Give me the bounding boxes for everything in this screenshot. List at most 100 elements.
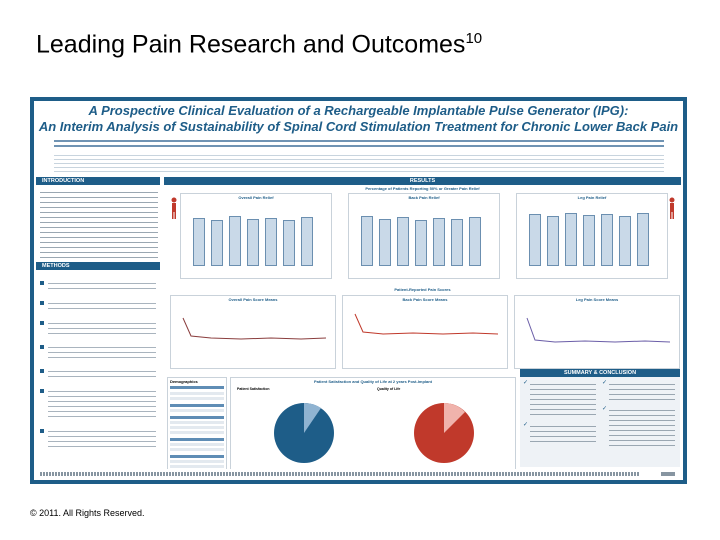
bar [469,217,481,266]
bullet-icon [40,301,44,305]
bar [565,213,577,266]
footer-id [661,472,675,476]
methods-item [48,427,156,447]
chart-back-score: Back Pain Score Means [342,295,508,369]
demographics-table: Demographics [167,377,227,475]
bullet-icon [40,321,44,325]
chart-bars [359,206,493,266]
methods-item [48,367,156,381]
bar [379,219,391,266]
demo-row [170,409,224,412]
bar [583,215,595,266]
copyright: © 2011. All Rights Reserved. [30,508,145,518]
summary-header: SUMMARY & CONCLUSION [520,369,680,377]
demo-row [170,392,224,395]
introduction-header: INTRODUCTION [36,177,160,185]
scores-heading: Patient-Reported Pain Scores [394,287,451,292]
bullet-icon [40,281,44,285]
bar [547,216,559,266]
chart-bars [527,206,661,266]
chart-back-score-title: Back Pain Score Means [402,297,448,302]
chart-back-title: Back Pain Relief [408,195,440,200]
satisfaction-panel: Patient Satisfaction and Quality of Life… [230,377,516,475]
poster-title-line2: An Interim Analysis of Sustainability of… [38,119,679,134]
bar [601,214,613,266]
demo-row [170,460,224,463]
poster-footer [34,469,683,480]
summary-item [530,380,596,418]
demo-row [170,431,224,434]
satisfaction-subtitle: Patient Satisfaction [237,387,270,391]
demo-row [170,448,224,451]
chart-overall-score: Overall Pain Score Means [170,295,336,369]
chart-overall-title: Overall Pain Relief [238,195,274,200]
bar [211,220,223,266]
summary-label: SUMMARY & CONCLUSION [563,370,637,376]
poster-authors [54,137,664,147]
person-icon [668,197,676,219]
methods-item [48,343,156,361]
chart-leg-title: Leg Pain Relief [577,195,607,200]
slide-title-superscript: 10 [465,30,483,47]
methods-item [48,387,156,421]
poster-frame: A Prospective Clinical Evaluation of a R… [30,97,687,484]
bar [193,218,205,266]
chart-bars [191,206,325,266]
bar [247,219,259,266]
chart-overall-pain-relief: Overall Pain Relief [180,193,332,279]
results-label: RESULTS [409,178,436,184]
methods-header: METHODS [36,262,160,270]
score-line-chart [354,313,499,335]
summary-box: ✓ ✓ ✓ ✓ [520,377,680,467]
score-line-chart [526,317,671,343]
poster-title-line1: A Prospective Clinical Evaluation of a R… [88,103,629,118]
bar [433,218,445,266]
bar [397,217,409,266]
bar [229,216,241,266]
bullet-icon [40,345,44,349]
checkmark-icon: ✓ [523,380,529,386]
bar [415,220,427,266]
results-caption [184,279,664,283]
poster-affiliations [54,152,664,172]
satisfaction-heading: Patient Satisfaction and Quality of Life… [313,379,433,384]
satisfaction-pie-chart [274,402,334,463]
bar [301,217,313,266]
score-line-chart [182,317,327,340]
demo-row [170,386,224,389]
slide-title-text: Leading Pain Research and Outcomes [36,30,466,59]
chart-overall-score-title: Overall Pain Score Means [228,297,278,302]
satisfaction-subtitle-qol: Quality of Life [377,387,401,391]
bullet-icon [40,369,44,373]
summary-item [609,406,675,446]
demo-row [170,426,224,429]
slide-title: Leading Pain Research and Outcomes10 [36,30,482,59]
bar [361,216,373,266]
methods-item [48,319,156,337]
demographics-title: Demographics [170,379,198,384]
bar [451,219,463,266]
poster: A Prospective Clinical Evaluation of a R… [34,101,683,480]
checkmark-icon: ✓ [602,406,608,412]
demo-row [170,397,224,400]
demo-row [170,404,224,407]
bullet-icon [40,389,44,393]
summary-item [609,380,675,402]
bar [283,220,295,266]
results-heading: Percentage of Patients Reporting 50% or … [365,186,480,191]
poster-title: A Prospective Clinical Evaluation of a R… [34,103,683,135]
person-icon [170,197,178,219]
methods-item [48,279,156,293]
methods-item [48,299,156,313]
chart-leg-pain-relief: Leg Pain Relief [516,193,668,279]
demo-row [170,421,224,424]
introduction-text [40,188,158,260]
qol-pie-chart [414,403,474,463]
demo-row [170,455,224,458]
demo-row [170,416,224,419]
bar [619,216,631,266]
chart-back-pain-relief: Back Pain Relief [348,193,500,279]
bar [637,213,649,266]
bar [529,214,541,266]
footer-text [40,472,640,476]
